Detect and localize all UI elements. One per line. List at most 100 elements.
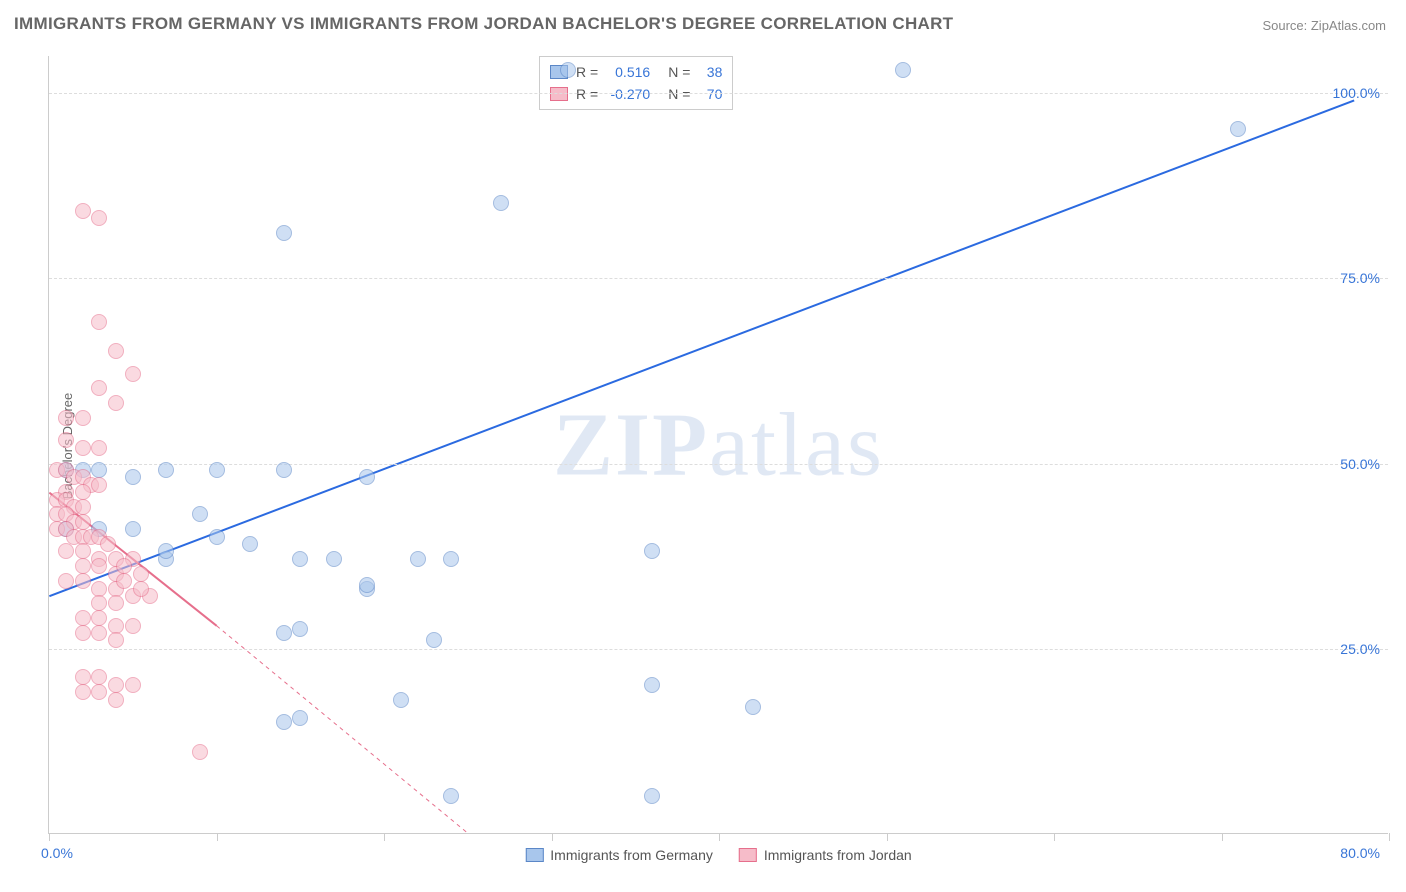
legend: Immigrants from Germany Immigrants from J… bbox=[525, 847, 911, 863]
scatter-point bbox=[91, 440, 107, 456]
scatter-point bbox=[133, 581, 149, 597]
legend-swatch bbox=[739, 848, 757, 862]
scatter-point bbox=[75, 573, 91, 589]
scatter-point bbox=[292, 710, 308, 726]
chart-title: IMMIGRANTS FROM GERMANY VS IMMIGRANTS FR… bbox=[14, 14, 953, 34]
x-tick bbox=[217, 833, 218, 841]
x-tick bbox=[1389, 833, 1390, 841]
source-attribution: Source: ZipAtlas.com bbox=[1262, 18, 1386, 33]
scatter-point bbox=[644, 788, 660, 804]
scatter-point bbox=[91, 210, 107, 226]
scatter-point bbox=[133, 566, 149, 582]
scatter-point bbox=[91, 684, 107, 700]
scatter-point bbox=[359, 469, 375, 485]
legend-swatch bbox=[525, 848, 543, 862]
scatter-point bbox=[209, 529, 225, 545]
scatter-point bbox=[91, 558, 107, 574]
scatter-point bbox=[276, 462, 292, 478]
y-tick-label: 50.0% bbox=[1340, 456, 1380, 472]
scatter-point bbox=[192, 744, 208, 760]
scatter-point bbox=[91, 314, 107, 330]
scatter-point bbox=[75, 558, 91, 574]
scatter-point bbox=[410, 551, 426, 567]
y-tick-label: 25.0% bbox=[1340, 641, 1380, 657]
regression-line-extrapolated bbox=[217, 626, 468, 833]
scatter-point bbox=[644, 543, 660, 559]
scatter-point bbox=[292, 621, 308, 637]
x-axis-max-label: 80.0% bbox=[1340, 845, 1380, 861]
gridline bbox=[49, 278, 1388, 279]
scatter-point bbox=[108, 618, 124, 634]
scatter-point bbox=[125, 677, 141, 693]
scatter-point bbox=[91, 462, 107, 478]
scatter-point bbox=[75, 514, 91, 530]
scatter-point bbox=[125, 469, 141, 485]
scatter-point bbox=[426, 632, 442, 648]
scatter-point bbox=[276, 225, 292, 241]
scatter-point bbox=[209, 462, 225, 478]
scatter-point bbox=[91, 595, 107, 611]
scatter-point bbox=[75, 610, 91, 626]
scatter-point bbox=[393, 692, 409, 708]
scatter-point bbox=[108, 395, 124, 411]
scatter-point bbox=[292, 551, 308, 567]
scatter-point bbox=[276, 714, 292, 730]
scatter-point bbox=[75, 440, 91, 456]
scatter-point bbox=[108, 692, 124, 708]
regression-lines-layer bbox=[49, 56, 1388, 833]
scatter-point bbox=[75, 543, 91, 559]
scatter-point bbox=[58, 543, 74, 559]
scatter-point bbox=[100, 536, 116, 552]
scatter-point bbox=[91, 625, 107, 641]
x-tick bbox=[1054, 833, 1055, 841]
scatter-point bbox=[493, 195, 509, 211]
scatter-point bbox=[108, 595, 124, 611]
scatter-point bbox=[91, 477, 107, 493]
stat-label-r: R = bbox=[576, 61, 598, 83]
scatter-point bbox=[125, 366, 141, 382]
legend-item: Immigrants from Jordan bbox=[739, 847, 912, 863]
x-axis-min-label: 0.0% bbox=[41, 845, 73, 861]
scatter-point bbox=[192, 506, 208, 522]
stat-value-r: 0.516 bbox=[606, 61, 650, 83]
scatter-point bbox=[75, 484, 91, 500]
scatter-point bbox=[75, 203, 91, 219]
scatter-point bbox=[326, 551, 342, 567]
scatter-point bbox=[75, 684, 91, 700]
scatter-point bbox=[158, 462, 174, 478]
gridline bbox=[49, 464, 1388, 465]
scatter-point bbox=[58, 573, 74, 589]
scatter-point bbox=[75, 499, 91, 515]
scatter-point bbox=[108, 632, 124, 648]
scatter-point bbox=[443, 788, 459, 804]
gridline bbox=[49, 93, 1388, 94]
scatter-point bbox=[644, 677, 660, 693]
scatter-point bbox=[276, 625, 292, 641]
x-tick bbox=[887, 833, 888, 841]
scatter-point bbox=[75, 410, 91, 426]
scatter-point bbox=[91, 581, 107, 597]
scatter-point bbox=[116, 558, 132, 574]
scatter-point bbox=[158, 543, 174, 559]
scatter-point bbox=[125, 521, 141, 537]
x-tick bbox=[384, 833, 385, 841]
stat-value-n: 38 bbox=[698, 61, 722, 83]
gridline bbox=[49, 649, 1388, 650]
regression-line bbox=[49, 100, 1354, 596]
scatter-point bbox=[895, 62, 911, 78]
scatter-point bbox=[75, 625, 91, 641]
chart-plot-area: ZIPatlas R =0.516N =38R =-0.270N =70 Imm… bbox=[48, 56, 1388, 834]
legend-item: Immigrants from Germany bbox=[525, 847, 713, 863]
scatter-point bbox=[75, 669, 91, 685]
x-tick bbox=[1222, 833, 1223, 841]
stat-label-n: N = bbox=[668, 61, 690, 83]
y-tick-label: 100.0% bbox=[1333, 85, 1380, 101]
scatter-point bbox=[242, 536, 258, 552]
scatter-point bbox=[91, 669, 107, 685]
x-tick bbox=[552, 833, 553, 841]
scatter-point bbox=[443, 551, 459, 567]
y-tick-label: 75.0% bbox=[1340, 270, 1380, 286]
scatter-point bbox=[560, 62, 576, 78]
x-tick bbox=[719, 833, 720, 841]
watermark: ZIPatlas bbox=[553, 393, 884, 496]
